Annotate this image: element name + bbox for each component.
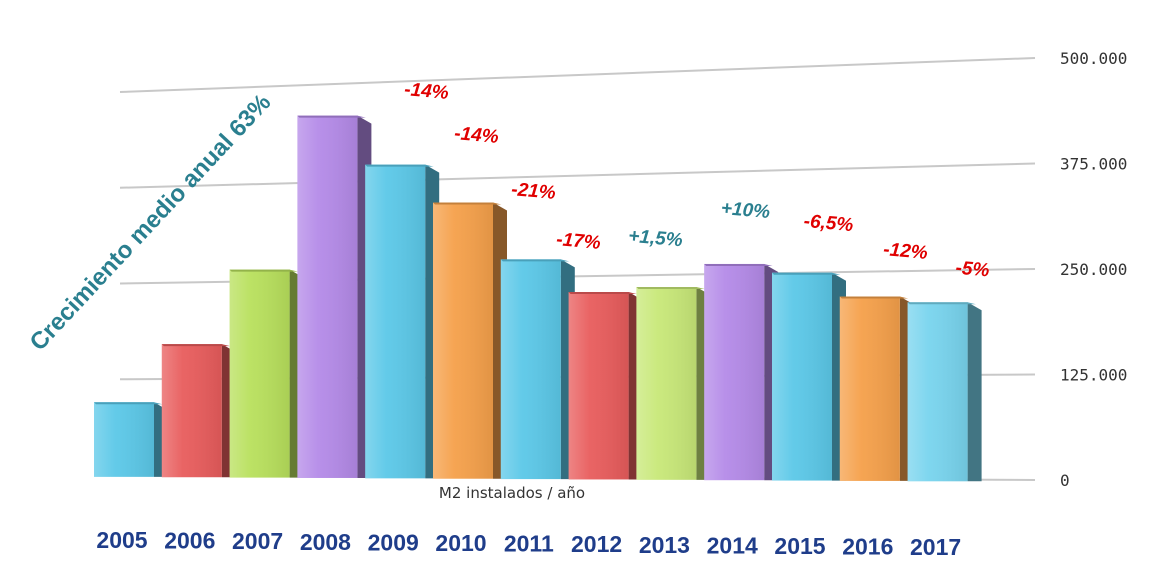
x-tick-label: 2009 [368, 529, 419, 555]
x-tick-label: 2011 [504, 531, 554, 557]
bar-highlight [568, 292, 629, 480]
x-tick-label: 2010 [435, 530, 486, 556]
bar-highlight [907, 302, 968, 482]
change-annotation: +1,5% [627, 226, 683, 252]
bar-top [161, 344, 231, 347]
bar-top [500, 259, 570, 262]
bar-top [365, 164, 434, 167]
bar-top [297, 115, 366, 118]
x-tick-label: 2016 [842, 534, 893, 560]
x-tick-label: 2014 [707, 532, 758, 558]
bar-highlight [94, 402, 154, 477]
bar [500, 259, 575, 480]
change-annotation: -5% [955, 258, 991, 282]
y-tick-label: 500.000 [1060, 49, 1127, 68]
bar-top [772, 272, 841, 275]
gridline [119, 162, 1036, 189]
bar [94, 402, 168, 477]
x-tick-label: 2005 [96, 527, 147, 553]
change-annotation: -6,5% [803, 211, 854, 236]
change-annotation: -14% [453, 123, 499, 148]
bar [772, 272, 846, 481]
bar-highlight [297, 115, 358, 478]
x-tick-label: 2012 [571, 531, 622, 557]
change-annotation: -21% [510, 179, 556, 204]
bar [297, 115, 372, 478]
bar-highlight [772, 272, 832, 481]
bar [161, 344, 236, 478]
x-tick-label: 2015 [774, 533, 825, 559]
x-tick-label: 2017 [910, 534, 961, 560]
bar-top [907, 302, 976, 305]
bar [365, 164, 440, 479]
bar-top [568, 292, 637, 295]
bar-highlight [500, 259, 561, 480]
x-tick-label: 2013 [639, 532, 690, 558]
x-axis-label: M2 instalados / año [439, 484, 585, 502]
bar-highlight [433, 202, 493, 479]
bar-highlight [839, 296, 900, 481]
change-annotation: -12% [882, 239, 928, 264]
x-tick-label: 2007 [232, 528, 283, 554]
bar [839, 296, 914, 481]
bar [704, 263, 779, 481]
bar-top [839, 296, 909, 299]
change-annotation: -14% [403, 79, 449, 104]
y-tick-label: 375.000 [1060, 155, 1127, 174]
bar-highlight [365, 164, 426, 479]
bar [433, 202, 507, 479]
y-tick-label: 250.000 [1060, 260, 1127, 279]
bar-highlight [161, 344, 222, 478]
bar-top [636, 287, 705, 290]
bar [636, 287, 711, 480]
x-tick-label: 2008 [300, 529, 351, 555]
bar [229, 269, 304, 478]
bar-top [433, 202, 502, 205]
gridline [119, 57, 1036, 93]
bars [94, 115, 982, 482]
bar-highlight [704, 263, 765, 481]
bar [568, 292, 643, 480]
change-annotation: +10% [720, 198, 771, 223]
bar-top [229, 269, 298, 272]
bar-highlight [636, 287, 697, 480]
bar [907, 302, 982, 482]
y-tick-label: 125.000 [1060, 366, 1127, 385]
bar-top [704, 263, 773, 266]
change-annotation: -17% [555, 229, 601, 254]
x-tick-label: 2006 [164, 528, 215, 554]
y-tick-label: 0 [1060, 471, 1070, 490]
bar-side [967, 302, 982, 482]
bar-top [94, 402, 163, 405]
bar-highlight [229, 269, 290, 478]
